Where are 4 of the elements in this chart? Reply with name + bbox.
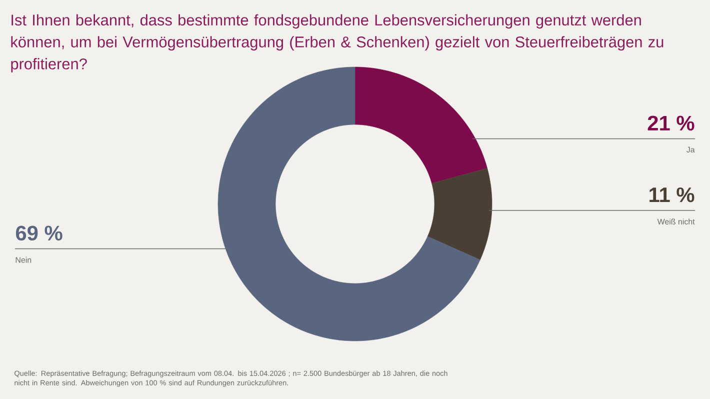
chart-title: Ist Ihnen bekannt, dass bestimmte fondsgebundene Lebensversicherungen genutzt werden können, um bei Vermögensübertragung (Erben & Schenken) gezielt von Steuerfreibeträgen zu profitieren?	[11, 14, 664, 72]
data-label: 69 %	[16, 226, 62, 241]
data-label: 11 %	[650, 187, 694, 202]
data-label: 21 %	[648, 116, 694, 131]
